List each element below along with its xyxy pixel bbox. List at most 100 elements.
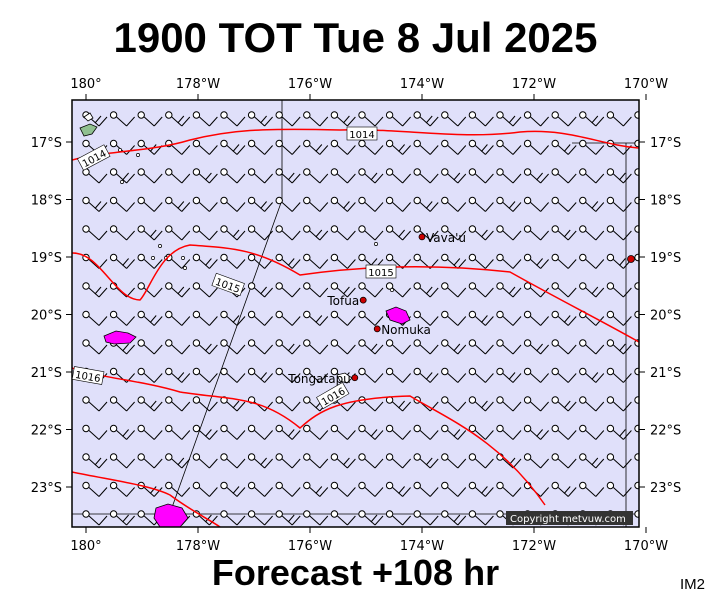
wind-barb [358, 367, 384, 383]
wind-barb [137, 481, 163, 497]
wind-barb [385, 196, 411, 212]
wind-barb [634, 396, 639, 404]
wind-barb [247, 168, 273, 184]
wind-barb [275, 111, 301, 127]
wind-barb [109, 253, 135, 269]
wind-barb [441, 196, 467, 212]
x-tick-label-bottom: 178°W [176, 539, 220, 554]
wind-barb [413, 367, 439, 383]
wind-barb [385, 510, 411, 526]
place-label: Nomuka [381, 323, 431, 337]
wind-barb [82, 282, 108, 298]
wind-barb [303, 225, 329, 241]
wind-barb [579, 139, 605, 155]
place-label: Tofua [326, 294, 359, 308]
wind-barb [441, 396, 467, 412]
wind-barb [634, 253, 639, 262]
wind-barb [579, 196, 605, 212]
wind-barb [413, 168, 439, 184]
wind-barb [165, 111, 191, 127]
y-tick-label-left: 18°S [31, 194, 62, 209]
wind-barb [330, 196, 356, 212]
wind-barb [413, 453, 439, 469]
wind-barb [634, 310, 639, 319]
y-tick-label-left: 23°S [31, 481, 62, 496]
x-tick-label-bottom: 180° [70, 539, 101, 554]
wind-barb [523, 282, 549, 298]
wind-barb [441, 310, 467, 326]
wind-barb [551, 196, 577, 212]
wind-barb [606, 453, 632, 469]
wind-barb [109, 225, 135, 241]
wind-barb [551, 225, 577, 241]
wind-barb [192, 225, 218, 241]
copyright-box [506, 511, 633, 525]
wind-barb [551, 339, 577, 355]
isobar-label: 1014 [346, 126, 378, 141]
wind-barb [496, 424, 522, 440]
wind-barb [275, 481, 301, 497]
place-dot [359, 296, 367, 304]
y-tick-label-right: 19°S [650, 251, 681, 266]
wind-barb [303, 339, 329, 355]
wind-barb [579, 396, 605, 412]
forecast-hour: Forecast +108 hr [211, 552, 500, 593]
wind-barb [468, 139, 494, 155]
x-axis: 180° 180° 178°W 178°W 176°W 176°W 174°W 174°W 17… [70, 77, 668, 554]
wind-barb [579, 424, 605, 440]
wind-barb [192, 424, 218, 440]
wind-barb [192, 481, 218, 497]
wind-barb [413, 282, 439, 298]
wind-barb [82, 225, 108, 241]
wind-barb [220, 111, 246, 127]
wind-barb [468, 168, 494, 184]
wind-barb [275, 139, 301, 155]
wind-barb [82, 339, 108, 355]
wind-barb [441, 453, 467, 469]
wind-barb [441, 139, 467, 155]
wind-barb [192, 139, 218, 155]
x-tick-label-top: 174°W [400, 77, 444, 92]
wind-barb [579, 168, 605, 184]
wind-barb [496, 111, 522, 127]
wind-barb [413, 339, 439, 355]
wind-barb [330, 424, 356, 440]
wind-barb [109, 453, 135, 469]
wind-barb [303, 282, 329, 298]
wind-barb [441, 282, 467, 298]
wind-barb [551, 282, 577, 298]
wind-barb [606, 111, 632, 127]
wind-barb [109, 481, 135, 497]
wind-barb [109, 139, 135, 155]
wind-barb [220, 310, 246, 326]
place-dot-east [627, 255, 635, 263]
wind-barb [330, 168, 356, 184]
wind-barb [247, 424, 273, 440]
wind-barb [634, 111, 639, 119]
x-tick-label-bottom: 172°W [512, 539, 556, 554]
wind-barb [330, 310, 356, 326]
wind-barb [634, 282, 639, 290]
wind-barb [523, 111, 549, 127]
y-tick-label-right: 22°S [650, 424, 681, 439]
wind-barb [496, 310, 522, 326]
wind-barb [385, 339, 411, 355]
copyright-text: Copyright metvuw.com [510, 514, 626, 525]
y-tick-label-left: 20°S [31, 309, 62, 324]
wind-barb [468, 111, 494, 127]
wind-barb [413, 225, 439, 241]
wind-barb [413, 310, 439, 326]
wind-barb [468, 481, 494, 497]
wind-barb [358, 168, 384, 184]
wind-barb [247, 111, 273, 127]
isobar-line [72, 244, 639, 343]
isobars [72, 128, 639, 527]
wind-barb [468, 339, 494, 355]
wind-barb [441, 367, 467, 383]
map-layers: Vava'u Tofua Nomuka Tongatapu [72, 100, 639, 527]
wind-barb [165, 339, 191, 355]
wind-barb [303, 196, 329, 212]
wind-barb [82, 310, 108, 326]
wind-barb [247, 253, 273, 269]
wind-barb [385, 139, 411, 155]
